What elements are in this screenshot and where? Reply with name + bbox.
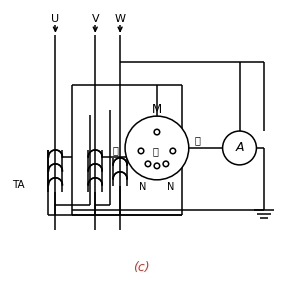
Circle shape bbox=[145, 161, 151, 167]
Text: N: N bbox=[167, 182, 175, 192]
Text: V: V bbox=[91, 14, 99, 23]
Text: (c): (c) bbox=[133, 261, 149, 274]
Text: U: U bbox=[51, 14, 60, 23]
Circle shape bbox=[163, 161, 169, 167]
Circle shape bbox=[154, 163, 160, 169]
Circle shape bbox=[170, 148, 176, 154]
Text: 黄: 黄 bbox=[195, 135, 201, 145]
Circle shape bbox=[138, 148, 144, 154]
Circle shape bbox=[125, 116, 189, 180]
Text: W: W bbox=[114, 14, 125, 23]
Text: A: A bbox=[235, 142, 244, 155]
Text: M: M bbox=[152, 103, 162, 116]
Text: N: N bbox=[139, 182, 147, 192]
Text: 绿: 绿 bbox=[153, 146, 159, 156]
Text: TA: TA bbox=[12, 180, 25, 190]
Circle shape bbox=[222, 131, 256, 165]
Text: 红: 红 bbox=[112, 145, 118, 155]
Circle shape bbox=[154, 129, 160, 135]
